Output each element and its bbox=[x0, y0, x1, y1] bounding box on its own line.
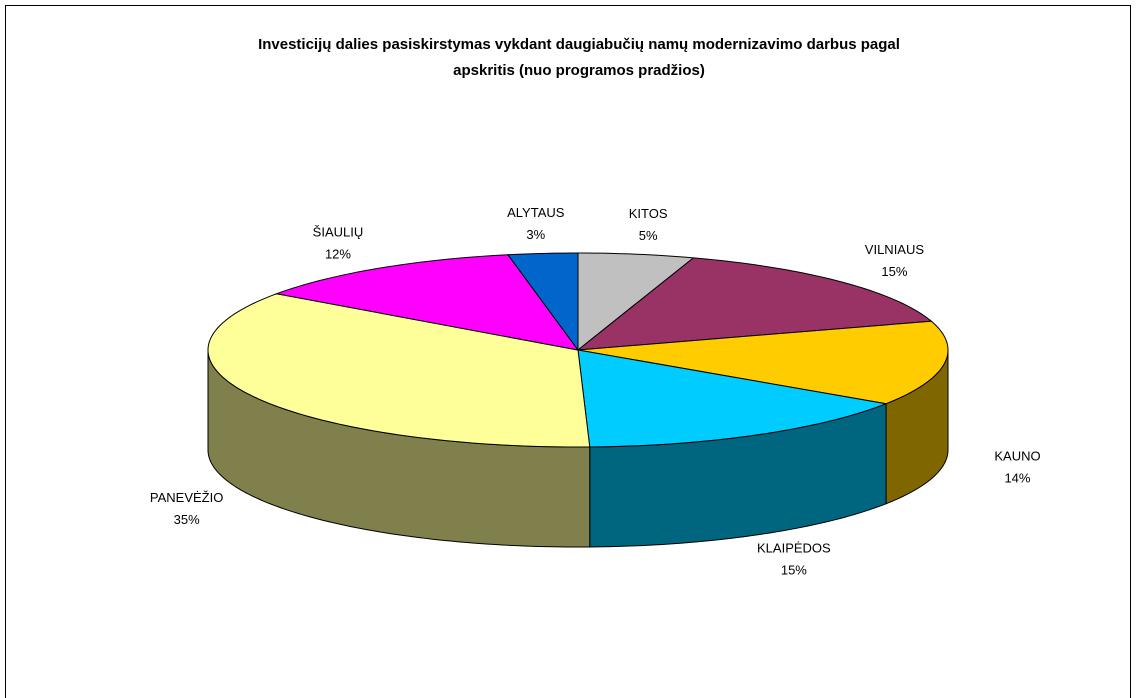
data-label-value: 12% bbox=[325, 246, 351, 261]
data-label-name: KITOS bbox=[629, 206, 668, 221]
data-label-name: KAUNO bbox=[994, 448, 1040, 463]
slice bbox=[207, 293, 591, 448]
data-label-name: KLAIPĖDOS bbox=[757, 541, 831, 556]
slice bbox=[274, 254, 580, 351]
data-label-value: 15% bbox=[881, 264, 907, 279]
data-label-value: 3% bbox=[526, 227, 545, 242]
data-label-value: 5% bbox=[639, 228, 658, 243]
data-label-name: ALYTAUS bbox=[507, 205, 565, 220]
slice bbox=[577, 349, 888, 448]
chart-title: Investicijų dalies pasiskirstymas vykdan… bbox=[258, 36, 900, 53]
data-label-name: PANEVĖŽIO bbox=[150, 490, 223, 505]
data-label-value: 35% bbox=[174, 512, 200, 527]
data-label-name: ŠIAULIŲ bbox=[313, 224, 364, 239]
chart-title: apskritis (nuo programos pradžios) bbox=[453, 62, 705, 79]
data-label-value: 15% bbox=[781, 563, 807, 578]
slice bbox=[507, 252, 579, 352]
data-label-value: 14% bbox=[1004, 470, 1030, 485]
slice bbox=[577, 320, 949, 405]
data-label-name: VILNIAUS bbox=[865, 242, 925, 257]
slice bbox=[577, 252, 695, 352]
slice bbox=[576, 257, 933, 351]
